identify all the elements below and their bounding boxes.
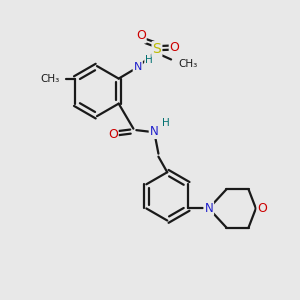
Text: O: O — [257, 202, 267, 215]
Text: O: O — [136, 29, 146, 42]
Text: N: N — [150, 125, 158, 138]
Text: O: O — [170, 41, 180, 54]
Text: CH₃: CH₃ — [178, 59, 197, 69]
Text: S: S — [153, 42, 161, 56]
Text: H: H — [145, 55, 153, 65]
Text: CH₃: CH₃ — [40, 74, 59, 84]
Text: N: N — [204, 202, 213, 215]
Text: H: H — [163, 118, 170, 128]
Text: N: N — [134, 62, 142, 72]
Text: O: O — [108, 128, 118, 141]
